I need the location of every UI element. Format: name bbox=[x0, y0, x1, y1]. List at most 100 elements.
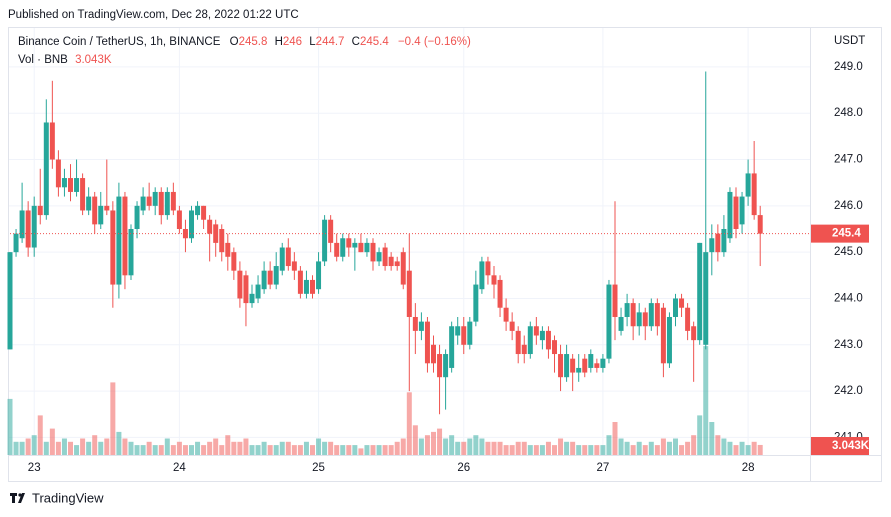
candle-body bbox=[231, 252, 237, 271]
volume-bar bbox=[201, 445, 207, 455]
candle-body bbox=[340, 238, 346, 257]
candle-body bbox=[739, 196, 745, 225]
volume-bar bbox=[576, 445, 582, 455]
volume-bar bbox=[406, 392, 412, 455]
volume-bar bbox=[303, 441, 309, 455]
volume-bar bbox=[745, 445, 751, 455]
candle-body bbox=[443, 354, 449, 378]
volume-legend: Vol · BNB 3.043K bbox=[18, 54, 112, 66]
volume-bar bbox=[285, 441, 291, 455]
candle-body bbox=[358, 242, 364, 253]
candle-body bbox=[334, 242, 340, 257]
volume-bar bbox=[697, 415, 703, 455]
volume-bar bbox=[158, 445, 164, 455]
candle-body bbox=[757, 215, 763, 234]
y-tick-label: 245.0 bbox=[834, 246, 863, 258]
candle-body bbox=[164, 191, 170, 216]
candle-body bbox=[600, 358, 606, 368]
candle-body bbox=[479, 261, 485, 290]
volume-bar bbox=[291, 445, 297, 455]
close-label: C bbox=[352, 36, 360, 48]
volume-bar bbox=[80, 438, 86, 455]
candle-body bbox=[273, 266, 279, 285]
price-axis-unit: USDT bbox=[834, 35, 865, 47]
symbol: Binance Coin / TetherUS, 1h, BINANCE bbox=[18, 36, 221, 48]
candle-body bbox=[213, 224, 219, 243]
candle-body bbox=[733, 196, 739, 229]
candle-body bbox=[279, 247, 285, 271]
candle-body bbox=[134, 205, 140, 229]
candle-body bbox=[376, 252, 382, 262]
volume-bar bbox=[98, 441, 104, 455]
volume-bar bbox=[461, 441, 467, 455]
volume-bar bbox=[600, 445, 606, 455]
volume-bar bbox=[654, 445, 660, 455]
volume-bar bbox=[7, 398, 13, 455]
volume-bar bbox=[316, 438, 322, 455]
volume-bar bbox=[261, 441, 267, 455]
volume-bar bbox=[86, 441, 92, 455]
last-volume-tag bbox=[811, 437, 869, 455]
candle-body bbox=[431, 344, 436, 364]
volume-bar bbox=[55, 441, 61, 455]
volume-bar bbox=[334, 445, 340, 455]
open-label: O bbox=[230, 36, 239, 48]
candle-body bbox=[328, 219, 334, 243]
candle-body bbox=[303, 279, 309, 294]
candle-body bbox=[612, 284, 618, 317]
candle-body bbox=[418, 321, 424, 331]
volume-bar bbox=[648, 441, 654, 455]
volume-bar bbox=[685, 441, 691, 455]
volume-bar bbox=[297, 445, 303, 455]
volume-bar bbox=[751, 441, 757, 455]
candle-layer bbox=[7, 71, 763, 415]
candle-body bbox=[697, 242, 703, 341]
volume-bar bbox=[43, 441, 49, 455]
candle-body bbox=[176, 210, 182, 229]
volume-bar bbox=[424, 435, 430, 455]
candle-body bbox=[195, 205, 201, 216]
volume-bar bbox=[310, 445, 315, 455]
candle-body bbox=[424, 321, 430, 364]
candle-body bbox=[437, 354, 443, 378]
candle-body bbox=[237, 270, 243, 299]
candle-body bbox=[116, 196, 122, 285]
candle-body bbox=[691, 326, 697, 341]
candle-body bbox=[715, 233, 721, 253]
volume-bar bbox=[679, 445, 685, 455]
candle-body bbox=[207, 219, 213, 234]
candle-body bbox=[400, 252, 406, 285]
candle-body bbox=[660, 307, 666, 364]
candle-body bbox=[170, 191, 176, 211]
candle-body bbox=[98, 205, 104, 225]
last-price-label: 245.4 bbox=[832, 228, 861, 240]
volume-bar bbox=[721, 438, 727, 455]
volume-bar bbox=[207, 441, 213, 455]
x-tick-label: 23 bbox=[28, 462, 41, 474]
candle-body bbox=[152, 191, 158, 206]
volume-bar bbox=[594, 445, 600, 455]
candle-body bbox=[473, 284, 479, 322]
volume-bar bbox=[382, 445, 388, 455]
candle-body bbox=[316, 261, 322, 290]
volume-bar bbox=[709, 422, 715, 455]
chart-frame bbox=[8, 27, 882, 482]
axes-layer: 241.0242.0243.0244.0245.0246.0247.0248.0… bbox=[10, 61, 870, 474]
volume-bar bbox=[437, 428, 443, 455]
candle-body bbox=[255, 284, 261, 299]
y-tick-label: 244.0 bbox=[834, 292, 863, 304]
candle-body bbox=[201, 205, 207, 220]
candle-body bbox=[624, 303, 630, 317]
candle-body bbox=[285, 247, 291, 267]
volume-layer bbox=[7, 346, 763, 455]
candle-body bbox=[412, 316, 418, 331]
volume-bar bbox=[473, 435, 479, 455]
candle-body bbox=[49, 122, 55, 160]
volume-bar bbox=[68, 441, 73, 455]
volume-bar bbox=[273, 445, 279, 455]
volume-bar bbox=[666, 441, 672, 455]
candle-body bbox=[673, 298, 678, 317]
volume-bar bbox=[527, 445, 533, 455]
volume-bar bbox=[539, 445, 545, 455]
volume-bar bbox=[189, 445, 194, 455]
